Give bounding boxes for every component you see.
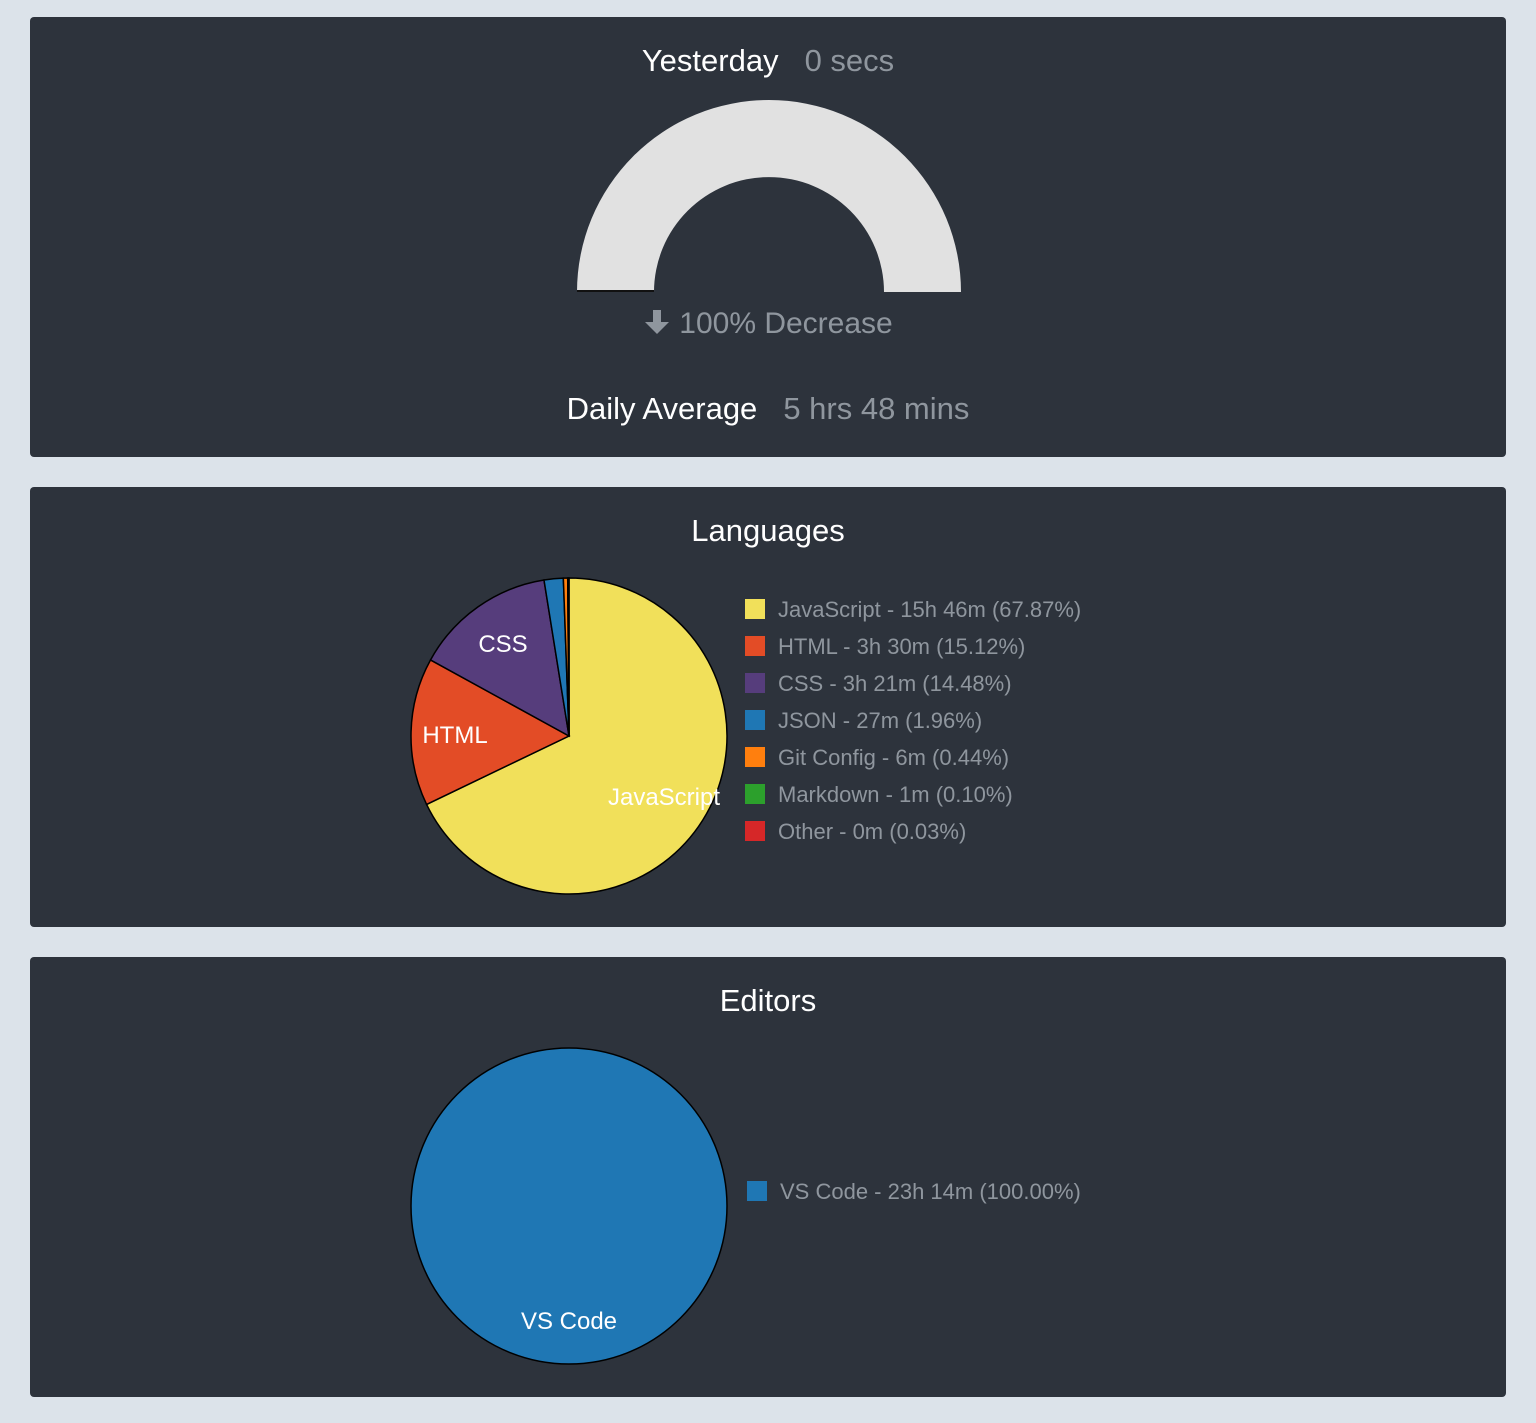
legend-label: HTML - 3h 30m (15.12%)	[778, 634, 1026, 659]
yesterday-panel: Yesterday 0 secs 100% Decrease Daily Aver…	[30, 17, 1506, 457]
daily-average-label: Daily Average	[566, 391, 758, 426]
legend-item-html[interactable]: HTML - 3h 30m (15.12%)	[745, 634, 1081, 671]
legend-item-json[interactable]: JSON - 27m (1.96%)	[745, 708, 1081, 745]
legend-swatch	[747, 1181, 767, 1201]
legend-label: Other - 0m (0.03%)	[778, 819, 967, 844]
languages-title: Languages	[691, 513, 845, 548]
editors-title: Editors	[719, 983, 817, 1018]
legend-item-other[interactable]: Other - 0m (0.03%)	[745, 819, 1081, 856]
legend-label: JavaScript - 15h 46m (67.87%)	[778, 597, 1082, 622]
legend-item-javascript[interactable]: JavaScript - 15h 46m (67.87%)	[745, 597, 1081, 634]
legend-label: JSON - 27m (1.96%)	[778, 708, 983, 733]
legend-swatch	[745, 636, 765, 656]
pie-slice-javascript[interactable]	[425, 577, 728, 895]
editors-pie-chart: VS Code	[410, 1047, 728, 1365]
legend-swatch	[745, 747, 765, 767]
pie-slice-vs-code[interactable]	[410, 1047, 728, 1365]
legend-item-git-config[interactable]: Git Config - 6m (0.44%)	[745, 745, 1081, 782]
legend-swatch	[745, 673, 765, 693]
yesterday-value: 0 secs	[804, 43, 895, 78]
pie-label-css: CSS	[478, 631, 527, 658]
legend-item-css[interactable]: CSS - 3h 21m (14.48%)	[745, 671, 1081, 708]
languages-panel: Languages JavaScript HTML CSS JavaScript -…	[30, 487, 1506, 927]
pie-label-vs-code: VS Code	[521, 1308, 617, 1335]
legend-label: Markdown - 1m (0.10%)	[778, 782, 1013, 807]
legend-label: Git Config - 6m (0.44%)	[778, 745, 1010, 770]
arrow-down-icon	[645, 310, 670, 334]
daily-average-row: Daily Average 5 hrs 48 mins	[30, 391, 1506, 427]
pie-label-html: HTML	[422, 722, 487, 749]
daily-average-value: 5 hrs 48 mins	[783, 391, 970, 426]
pie-slice-html[interactable]	[410, 658, 571, 806]
yesterday-row: Yesterday 0 secs	[30, 43, 1506, 79]
legend-item-markdown[interactable]: Markdown - 1m (0.10%)	[745, 782, 1081, 819]
change-text: 100% Decrease	[679, 307, 893, 340]
legend-label: VS Code - 23h 14m (100.00%)	[780, 1179, 1081, 1204]
yesterday-label: Yesterday	[641, 43, 779, 78]
legend-swatch	[745, 710, 765, 730]
legend-swatch	[745, 784, 765, 804]
editors-panel: Editors VS Code VS Code - 23h 14m (100.0…	[30, 957, 1506, 1397]
languages-pie-chart: JavaScript HTML CSS	[410, 577, 728, 895]
gauge-background-arc	[577, 100, 961, 292]
yesterday-gauge	[577, 100, 961, 292]
change-row: 100% Decrease	[30, 307, 1506, 341]
editors-legend: VS Code - 23h 14m (100.00%)	[747, 1179, 1081, 1216]
legend-swatch	[745, 821, 765, 841]
legend-swatch	[745, 599, 765, 619]
pie-label-javascript: JavaScript	[608, 784, 720, 811]
languages-legend: JavaScript - 15h 46m (67.87%) HTML - 3h 3…	[745, 597, 1081, 856]
pie-slice-css[interactable]	[429, 579, 570, 738]
legend-item-vs-code[interactable]: VS Code - 23h 14m (100.00%)	[747, 1179, 1081, 1216]
legend-label: CSS - 3h 21m (14.48%)	[778, 671, 1012, 696]
